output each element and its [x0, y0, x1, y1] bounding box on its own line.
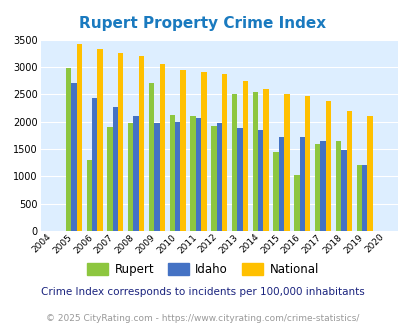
Bar	[367, 116, 372, 231]
Bar	[216, 123, 222, 231]
Bar	[159, 64, 164, 231]
Bar	[340, 150, 346, 231]
Bar	[66, 68, 71, 231]
Bar	[77, 44, 82, 231]
Bar	[149, 83, 154, 231]
Bar	[200, 72, 206, 231]
Bar	[92, 98, 97, 231]
Bar	[278, 137, 284, 231]
Bar	[356, 165, 361, 231]
Bar	[242, 81, 247, 231]
Bar	[346, 111, 351, 231]
Bar	[222, 74, 227, 231]
Bar	[169, 115, 175, 231]
Text: Crime Index corresponds to incidents per 100,000 inhabitants: Crime Index corresponds to incidents per…	[41, 287, 364, 297]
Bar	[97, 49, 102, 231]
Bar	[231, 94, 237, 231]
Bar	[107, 127, 113, 231]
Bar	[118, 53, 123, 231]
Bar	[273, 152, 278, 231]
Text: Rupert Property Crime Index: Rupert Property Crime Index	[79, 16, 326, 31]
Bar	[139, 56, 144, 231]
Text: © 2025 CityRating.com - https://www.cityrating.com/crime-statistics/: © 2025 CityRating.com - https://www.city…	[46, 314, 359, 323]
Bar	[263, 89, 268, 231]
Bar	[361, 165, 367, 231]
Legend: Rupert, Idaho, National: Rupert, Idaho, National	[82, 258, 323, 281]
Bar	[133, 116, 139, 231]
Bar	[211, 126, 216, 231]
Bar	[304, 96, 310, 231]
Bar	[71, 83, 77, 231]
Bar	[335, 141, 340, 231]
Bar	[195, 117, 200, 231]
Bar	[180, 70, 185, 231]
Bar	[284, 94, 289, 231]
Bar	[128, 123, 133, 231]
Bar	[113, 107, 118, 231]
Bar	[299, 137, 304, 231]
Bar	[320, 141, 325, 231]
Bar	[252, 91, 258, 231]
Bar	[190, 116, 195, 231]
Bar	[258, 130, 263, 231]
Bar	[154, 123, 159, 231]
Bar	[175, 122, 180, 231]
Bar	[237, 128, 242, 231]
Bar	[325, 101, 330, 231]
Bar	[86, 160, 92, 231]
Bar	[314, 144, 320, 231]
Bar	[294, 175, 299, 231]
